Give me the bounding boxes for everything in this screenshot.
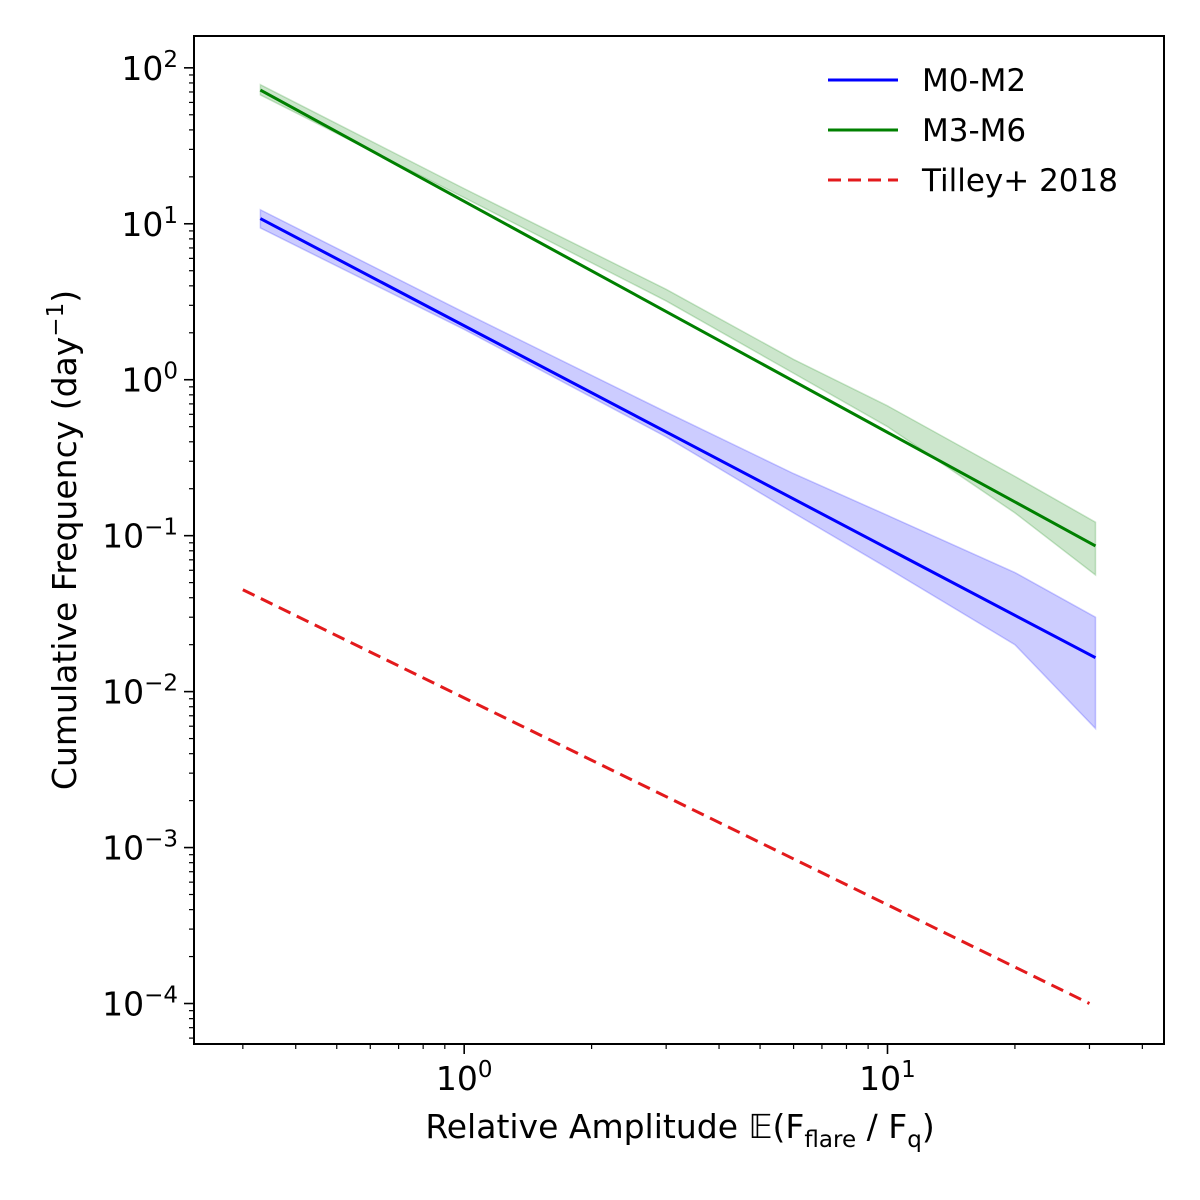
series-line-m0-m2 [259,217,1097,660]
series-lines [242,88,1097,1005]
plot-frame [193,35,1165,1045]
y-tick-label: 10−4 [102,983,178,1024]
legend: M0-M2 M3-M6 Tilley+ 2018 [828,63,1118,199]
legend-label-tilley: Tilley+ 2018 [921,163,1118,199]
y-tick-label: 10−3 [102,827,178,868]
x-tick-label: 100 [436,1057,493,1098]
band-m3-m6 [259,83,1097,577]
legend-label-m0-m2: M0-M2 [922,63,1026,99]
y-tick-label: 102 [121,47,178,88]
x-tick-label: 101 [859,1057,916,1098]
y-axis-title: Cumulative Frequency (day−1) [43,290,84,790]
series-line-tilley-2018 [242,588,1091,1005]
y-tick-label: 101 [121,203,178,244]
y-tick-label: 100 [121,359,178,400]
y-axis-ticks: 102 101 100 10−1 10−2 10−3 10−4 [102,47,194,1039]
series-line-m3-m6 [259,88,1097,548]
x-axis-title: Relative Amplitude 𝔼(Fflare / Fq) [425,1107,934,1153]
y-tick-label: 10−1 [102,515,178,556]
y-tick-label: 10−2 [102,671,178,712]
legend-label-m3-m6: M3-M6 [922,113,1026,149]
x-axis-ticks: 100 101 [242,1044,1143,1098]
